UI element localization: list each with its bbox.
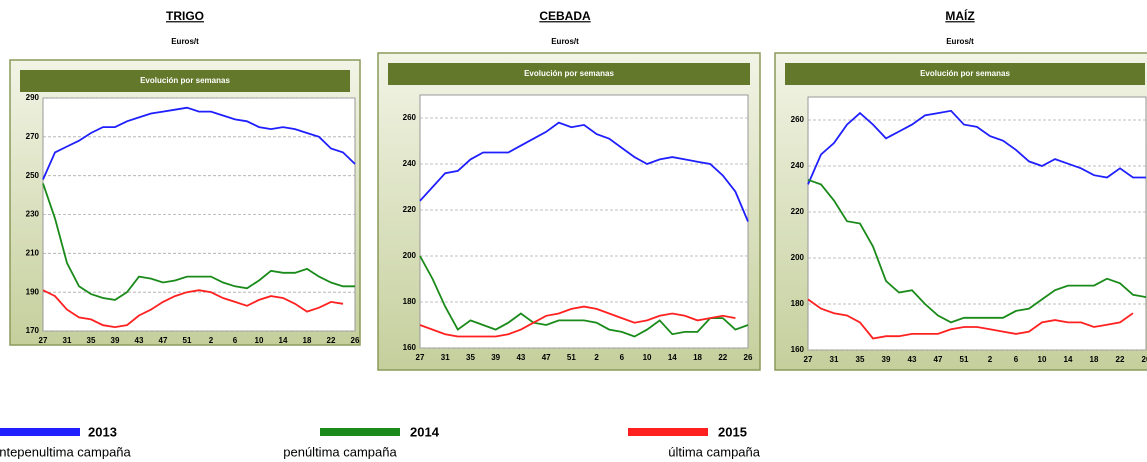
x-tick-label: 39 [111,336,120,345]
y-tick-label: 170 [26,326,40,335]
x-tick-label: 2 [594,353,599,362]
x-tick-label: 35 [466,353,475,362]
x-tick-label: 22 [327,336,336,345]
x-tick-label: 6 [620,353,625,362]
y-tick-label: 240 [791,161,805,170]
x-tick-label: 43 [516,353,525,362]
series-line [807,298,1134,340]
chart-title: MAÍZ [945,8,974,23]
chart-subtitle: Euros/t [946,37,974,46]
x-tick-label: 47 [934,355,943,364]
x-tick-label: 22 [718,353,727,362]
x-tick-label: 43 [908,355,917,364]
panel-header [785,63,1145,85]
x-tick-label: 22 [1116,355,1125,364]
x-tick-label: 26 [744,353,753,362]
series-line [419,255,749,338]
y-tick-label: 180 [791,299,805,308]
legend-note: última campaña [668,444,761,459]
x-tick-label: 31 [63,336,72,345]
x-tick-label: 14 [279,336,288,345]
y-tick-label: 260 [403,113,417,122]
series-line [419,305,736,338]
y-tick-label: 200 [403,251,417,260]
series-line [807,178,1147,324]
x-tick-label: 35 [856,355,865,364]
x-tick-label: 47 [159,336,168,345]
x-tick-label: 39 [491,353,500,362]
y-tick-label: 180 [403,297,417,306]
panel-title: Evolución por semanas [920,69,1010,78]
x-tick-label: 35 [87,336,96,345]
x-tick-label: 2 [209,336,214,345]
plot-area [419,94,749,349]
y-tick-label: 240 [403,159,417,168]
x-tick-label: 27 [416,353,425,362]
y-tick-label: 220 [403,205,417,214]
x-tick-label: 51 [960,355,969,364]
x-tick-label: 18 [693,353,702,362]
legend-swatch [320,428,400,436]
x-tick-label: 26 [351,336,360,345]
chart-title: TRIGO [166,9,204,23]
y-tick-label: 230 [26,210,40,219]
legend-swatch [628,428,708,436]
y-tick-label: 220 [791,207,805,216]
x-tick-label: 31 [441,353,450,362]
x-tick-label: 47 [542,353,551,362]
x-tick-label: 27 [39,336,48,345]
x-tick-label: 26 [1142,355,1147,364]
legend-label: 2013 [88,424,117,439]
x-tick-label: 18 [1090,355,1099,364]
chart-subtitle: Euros/t [551,37,579,46]
y-tick-label: 290 [26,93,40,102]
x-tick-label: 10 [255,336,264,345]
legend-note: penúltima campaña [283,444,397,459]
y-tick-label: 250 [26,171,40,180]
x-tick-label: 51 [183,336,192,345]
x-tick-label: 14 [668,353,677,362]
series-line [42,183,355,301]
y-tick-label: 270 [26,132,40,141]
x-tick-label: 18 [303,336,312,345]
legend-label: 2014 [410,424,440,439]
panel-header [20,70,350,92]
panel-header [388,63,750,85]
y-tick-label: 160 [791,345,805,354]
x-tick-label: 27 [804,355,813,364]
x-tick-label: 6 [233,336,238,345]
x-tick-label: 31 [830,355,839,364]
panel-title: Evolución por semanas [524,69,614,78]
x-tick-label: 14 [1064,355,1073,364]
panel-title: Evolución por semanas [140,76,230,85]
y-tick-label: 210 [26,248,40,257]
series-line [42,106,356,180]
x-tick-label: 39 [882,355,891,364]
series-line [807,109,1146,185]
chart-title: CEBADA [539,9,591,23]
x-tick-label: 10 [1038,355,1047,364]
x-tick-label: 10 [643,353,652,362]
x-tick-label: 2 [988,355,993,364]
y-tick-label: 160 [403,343,417,352]
legend-swatch [0,428,80,436]
chart-subtitle: Euros/t [171,37,199,46]
series-line [419,121,749,222]
legend-label: 2015 [718,424,747,439]
y-tick-label: 260 [791,115,805,124]
plot-area [807,96,1147,351]
legend-note: antepenultima campaña [0,444,132,459]
x-tick-label: 51 [567,353,576,362]
x-tick-label: 6 [1014,355,1019,364]
x-tick-label: 43 [135,336,144,345]
series-line [42,289,344,329]
y-tick-label: 190 [26,287,40,296]
y-tick-label: 200 [791,253,805,262]
